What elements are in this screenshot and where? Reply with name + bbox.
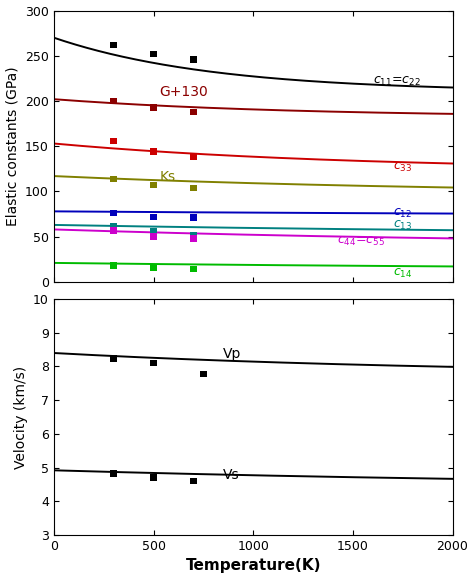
Text: $c_{13}$: $c_{13}$ [392,219,412,232]
Point [190,213,197,222]
Point [190,107,197,116]
Point [110,226,118,235]
Point [190,234,197,243]
Point [150,473,157,482]
Text: Vp: Vp [223,347,242,361]
Text: $c_{11}$=$c_{22}$: $c_{11}$=$c_{22}$ [373,75,420,87]
Text: Ks: Ks [159,170,176,184]
Point [190,55,197,64]
Point [190,476,197,485]
Point [110,41,118,50]
Text: $c_{44}$=$c_{55}$: $c_{44}$=$c_{55}$ [337,234,385,248]
Y-axis label: Velocity (km/s): Velocity (km/s) [14,365,27,468]
Text: $c_{14}$: $c_{14}$ [392,267,412,280]
Text: G+130: G+130 [159,85,208,99]
Point [200,369,207,379]
Point [110,96,118,105]
Point [190,265,197,274]
Point [150,263,157,272]
Point [190,183,197,192]
Point [110,136,118,145]
Point [110,469,118,478]
Point [150,147,157,156]
Point [110,174,118,184]
Point [110,221,118,230]
Text: Vs: Vs [223,468,240,482]
Point [150,232,157,241]
X-axis label: Temperature(K): Temperature(K) [185,558,321,573]
Point [150,358,157,368]
Point [150,212,157,221]
Text: $c_{12}$: $c_{12}$ [392,207,412,219]
Point [110,208,118,218]
Point [150,226,157,236]
Point [110,354,118,364]
Point [150,181,157,190]
Point [110,261,118,270]
Text: $c_{33}$: $c_{33}$ [392,160,412,174]
Y-axis label: Elastic constants (GPa): Elastic constants (GPa) [6,67,19,226]
Point [150,49,157,58]
Point [190,230,197,240]
Point [190,152,197,162]
Point [150,102,157,112]
